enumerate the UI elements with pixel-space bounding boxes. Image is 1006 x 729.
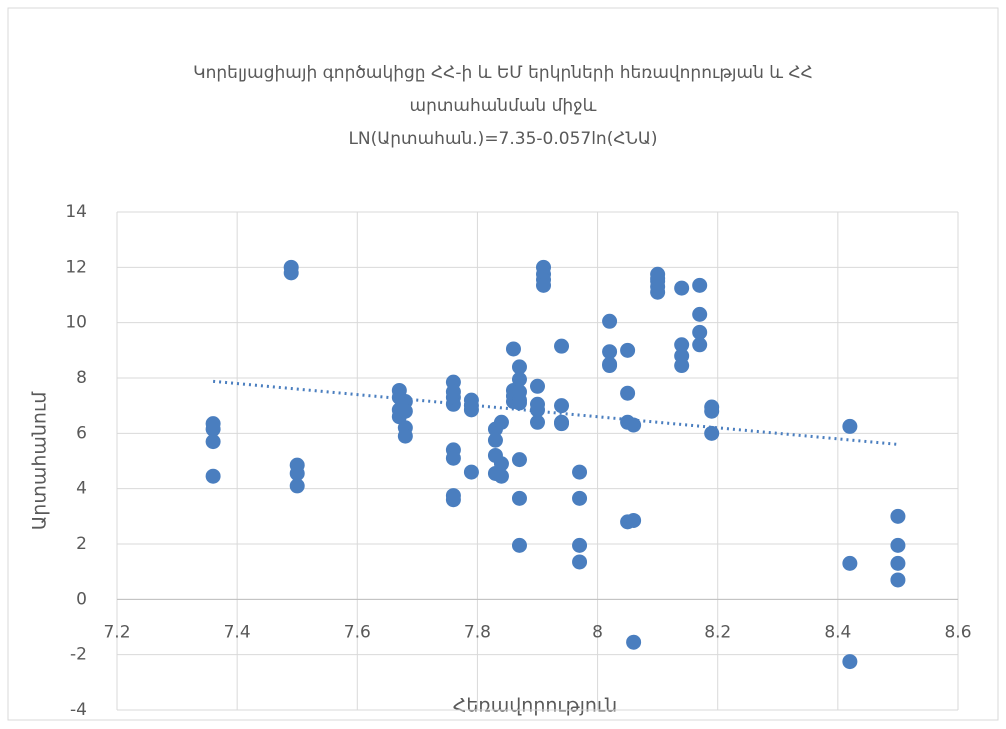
y-tick-label: -2 — [70, 645, 87, 665]
point — [572, 537, 588, 553]
y-tick-label: 14 — [65, 202, 87, 222]
chart-title: Կորելյացիայի գործակիցը ՀՀ-ի և ԵՄ երկրներ… — [193, 63, 813, 83]
x-tick-label: 7.6 — [344, 622, 371, 642]
y-tick-label: 10 — [65, 313, 87, 333]
point — [289, 465, 305, 481]
y-tick-label: 0 — [76, 589, 87, 609]
point — [626, 634, 642, 650]
x-tick-label: 8.6 — [944, 622, 971, 642]
point — [554, 338, 570, 354]
point — [511, 490, 527, 506]
y-tick-label: 4 — [76, 479, 87, 499]
point — [554, 398, 570, 414]
point — [397, 428, 413, 444]
y-axis-label: Արտահանում — [29, 391, 51, 530]
point — [890, 572, 906, 588]
point — [704, 403, 720, 419]
point — [511, 452, 527, 468]
x-tick-label: 7.2 — [103, 622, 130, 642]
point — [650, 284, 666, 300]
point — [620, 385, 636, 401]
point — [289, 478, 305, 494]
point — [890, 555, 906, 571]
point — [445, 450, 461, 466]
trendline — [212, 379, 899, 446]
point — [511, 395, 527, 411]
point — [704, 425, 720, 441]
point — [890, 508, 906, 524]
point — [530, 378, 545, 394]
y-tick-label: -4 — [70, 700, 87, 720]
point — [536, 277, 552, 293]
point — [890, 537, 906, 553]
point — [205, 434, 221, 450]
point — [626, 512, 642, 528]
point — [487, 432, 503, 448]
point — [842, 418, 858, 434]
point — [511, 359, 527, 375]
point — [397, 403, 413, 419]
x-tick-label: 7.8 — [464, 622, 491, 642]
point — [505, 341, 521, 357]
x-tick-label: 7.4 — [224, 622, 251, 642]
point — [463, 464, 479, 480]
point — [493, 456, 509, 472]
y-tick-label: 2 — [76, 534, 87, 554]
chart-title: արտահանման միջև — [410, 96, 597, 116]
point — [572, 554, 588, 570]
point — [842, 654, 858, 670]
point — [692, 337, 708, 353]
point — [620, 342, 636, 358]
point — [692, 277, 708, 293]
y-tick-label: 12 — [65, 257, 87, 277]
y-tick-label: 6 — [76, 423, 87, 443]
point — [205, 468, 221, 484]
point — [572, 490, 588, 506]
point — [572, 464, 588, 480]
y-tick-label: 8 — [76, 368, 87, 388]
point — [674, 358, 690, 374]
point — [283, 265, 299, 281]
point — [674, 280, 690, 296]
point — [511, 371, 527, 387]
chart-title: LN(Արտահան.)=7.35-0.057ln(ՀՆԱ) — [348, 129, 657, 149]
point — [602, 344, 618, 360]
point — [692, 324, 708, 340]
point — [530, 414, 545, 430]
point — [602, 358, 618, 374]
point — [554, 416, 570, 432]
point — [602, 313, 618, 329]
point — [205, 421, 221, 437]
point — [674, 337, 690, 353]
point — [842, 555, 858, 571]
point — [493, 414, 509, 430]
x-tick-label: 8 — [592, 622, 603, 642]
point — [511, 537, 527, 553]
chart-frame — [7, 7, 999, 721]
x-axis-label: Հեռավորություն — [453, 695, 617, 717]
x-tick-label: 8.2 — [704, 622, 731, 642]
x-tick-label: 8.4 — [824, 622, 851, 642]
point — [692, 306, 708, 322]
point — [493, 468, 509, 484]
point — [445, 492, 461, 508]
